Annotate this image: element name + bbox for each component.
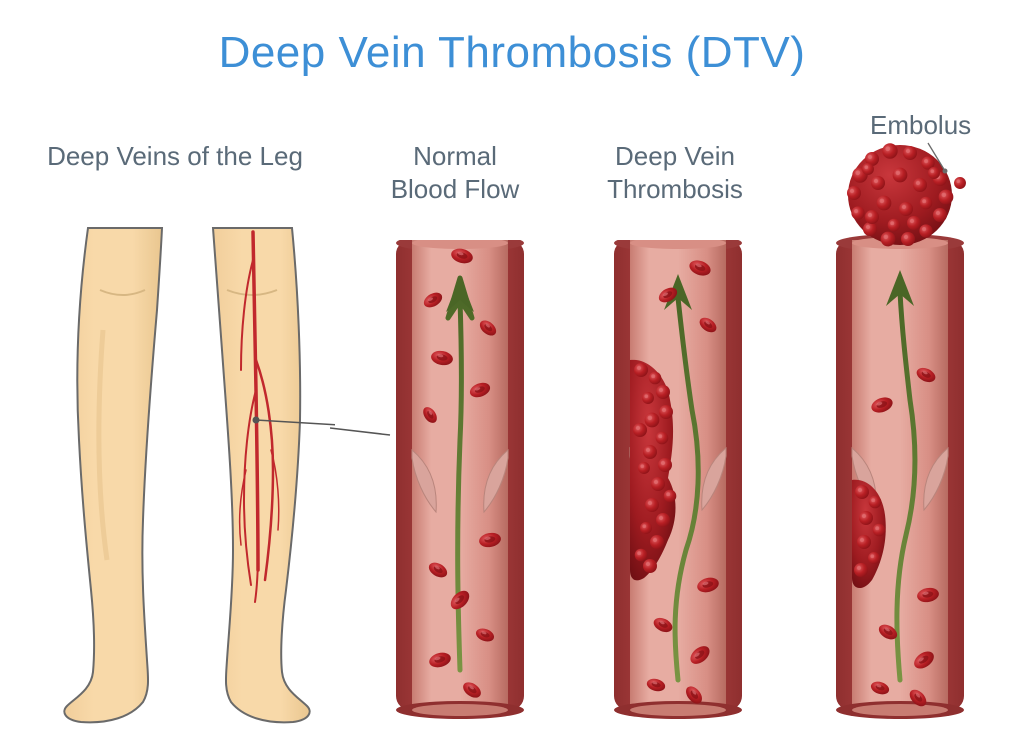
vessel-dvt	[608, 240, 748, 720]
label-legs: Deep Veins of the Leg	[40, 140, 310, 173]
vessel-normal	[390, 240, 530, 720]
embolus-mass	[847, 143, 966, 246]
label-dvt: Deep Vein Thrombosis	[580, 140, 770, 205]
page-title: Deep Vein Thrombosis (DTV)	[0, 28, 1024, 78]
label-normal: Normal Blood Flow	[360, 140, 550, 205]
vessel-embolus	[820, 135, 990, 725]
legs-diagram	[45, 220, 335, 730]
